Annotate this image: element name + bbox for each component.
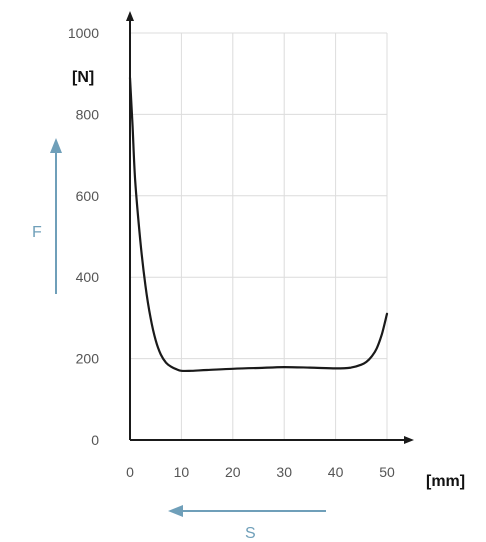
force-direction-label: F — [32, 224, 42, 241]
force-direction-arrow — [50, 138, 62, 294]
y-tick-label: 1000 — [68, 25, 99, 41]
travel-direction-arrow — [168, 505, 326, 517]
x-tick-label: 20 — [225, 464, 241, 480]
y-tick-label: 0 — [91, 432, 99, 448]
y-tick-label: 800 — [76, 106, 100, 122]
axes — [126, 11, 414, 444]
y-tick-label: 600 — [76, 188, 100, 204]
grid — [130, 32, 388, 440]
x-tick-label: 50 — [379, 464, 395, 480]
y-tick-label: 200 — [76, 351, 100, 367]
y-tick-labels: 0 200 400 600 800 1000 — [68, 25, 99, 448]
y-tick-label: 400 — [76, 269, 100, 285]
x-tick-label: 30 — [276, 464, 292, 480]
x-axis-arrowhead — [404, 436, 414, 444]
y-axis-arrowhead — [126, 11, 134, 21]
force-curve — [128, 76, 389, 373]
y-axis-unit-label: [N] — [72, 69, 94, 86]
x-tick-labels: 0 10 20 30 40 50 — [126, 464, 395, 480]
x-tick-label: 40 — [328, 464, 344, 480]
travel-direction-label: S — [245, 525, 256, 542]
x-tick-label: 10 — [174, 464, 190, 480]
x-tick-label: 0 — [126, 464, 134, 480]
x-axis-unit-label: [mm] — [426, 473, 465, 490]
